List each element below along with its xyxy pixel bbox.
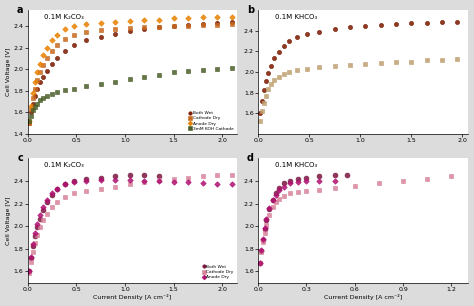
Text: a: a [17, 5, 23, 15]
Text: b: b [247, 5, 254, 15]
Text: 0.1M K₂CO₃: 0.1M K₂CO₃ [44, 162, 84, 168]
Text: c: c [18, 154, 23, 163]
Y-axis label: Cell Voltage [V]: Cell Voltage [V] [6, 196, 10, 245]
Y-axis label: Cell Voltage [V]: Cell Voltage [V] [6, 48, 10, 96]
Text: 0.1M K₂CO₃: 0.1M K₂CO₃ [44, 13, 84, 20]
Legend: Both Wet, Cathode Dry, Anode Dry: Both Wet, Cathode Dry, Anode Dry [201, 264, 235, 280]
Legend: Both Wet, Cathode Dry, Anode Dry, 3mM KOH Cathode: Both Wet, Cathode Dry, Anode Dry, 3mM KO… [188, 110, 235, 132]
X-axis label: Current Density [A cm⁻²]: Current Density [A cm⁻²] [93, 294, 172, 300]
X-axis label: Current Density [A cm⁻²]: Current Density [A cm⁻²] [324, 294, 402, 300]
Text: d: d [247, 154, 254, 163]
Text: 0.1M KHCO₃: 0.1M KHCO₃ [275, 162, 317, 168]
Text: 0.1M KHCO₃: 0.1M KHCO₃ [275, 13, 317, 20]
